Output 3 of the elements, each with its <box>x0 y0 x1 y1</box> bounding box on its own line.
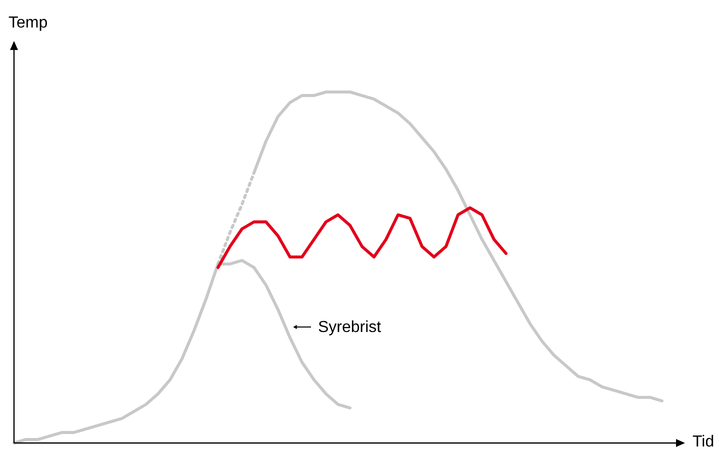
annotation: Syrebrist <box>318 319 382 336</box>
x-axis-title: Tid <box>692 434 714 450</box>
y-axis-title: Temp <box>8 14 48 32</box>
